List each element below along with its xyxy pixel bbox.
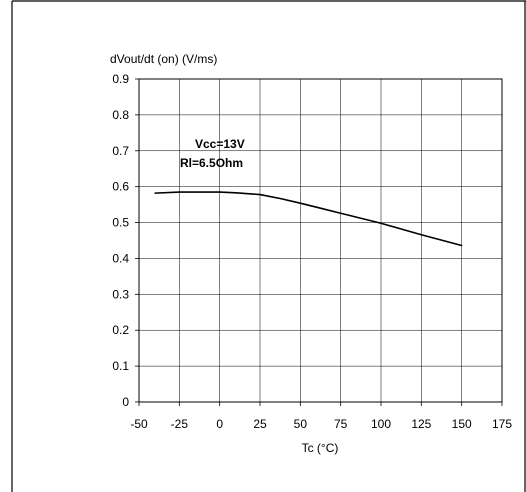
x-tick-label: -50 [130,417,148,431]
y-tick-label: 0.1 [112,359,129,373]
y-tick-label: 0.6 [112,180,129,194]
annotation-vcc: Vcc=13V [195,137,245,151]
series-line [154,191,463,247]
x-tick-label: 50 [294,417,308,431]
y-tick-labels: 0 0.1 0.2 0.3 0.4 0.5 0.6 0.7 0.8 0.9 [112,72,129,409]
x-tick-label: 175 [492,417,512,431]
y-tick-label: 0 [122,395,129,409]
grid [135,78,503,406]
x-tick-label: -25 [171,417,189,431]
y-tick-label: 0.4 [112,251,129,265]
x-tick-label: 125 [411,417,431,431]
x-tick-label: 0 [216,417,223,431]
y-tick-label: 0.7 [112,144,129,158]
x-tick-label: 75 [334,417,348,431]
y-tick-label: 0.8 [112,108,129,122]
plot-area [138,78,503,403]
x-tick-labels: -50 -25 0 25 50 75 100 125 150 175 [130,417,512,431]
y-tick-label: 0.2 [112,323,129,337]
x-tick-label: 150 [452,417,472,431]
series-group [154,191,463,247]
y-tick-label: 0.5 [112,216,129,230]
x-tick-label: 100 [371,417,391,431]
x-tick-label: 25 [253,417,267,431]
y-tick-label: 0.9 [112,72,129,86]
y-tick-label: 0.3 [112,287,129,301]
x-axis-label: Tc (°C) [302,441,339,455]
annotation-rl: Rl=6.5Ohm [180,156,243,170]
y-axis-label: dVout/dt (on) (V/ms) [110,52,217,66]
